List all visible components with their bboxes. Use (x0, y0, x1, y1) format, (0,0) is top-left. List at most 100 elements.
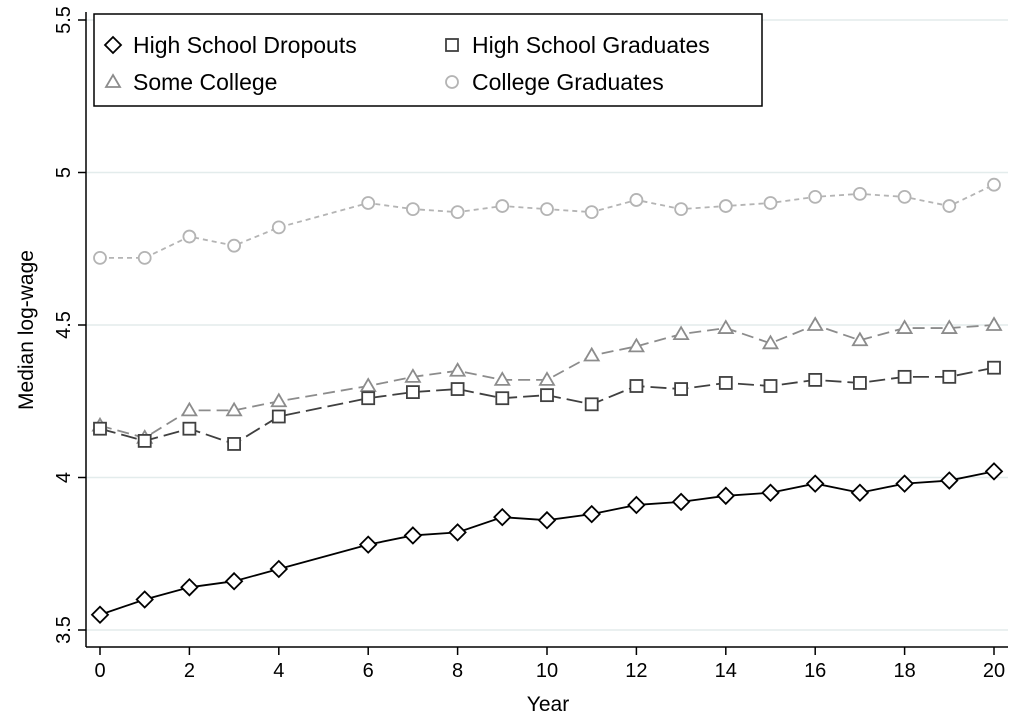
legend-box (93, 13, 763, 107)
data-point-2-15 (806, 316, 824, 331)
data-point-0-0 (90, 605, 110, 625)
legend-marker-3 (445, 75, 459, 89)
data-point-3-14 (763, 196, 778, 210)
data-point-0-6 (403, 526, 423, 545)
data-point-1-1 (137, 433, 152, 448)
data-point-1-8 (495, 391, 510, 406)
data-point-0-19 (984, 462, 1004, 481)
series-3 (93, 177, 1001, 265)
data-point-0-15 (805, 474, 825, 493)
y-tick-label-2: 4.5 (53, 311, 75, 339)
data-point-1-7 (450, 382, 465, 396)
data-point-1-5 (361, 391, 376, 406)
x-tick-label-8: 16 (804, 660, 826, 682)
data-point-0-16 (850, 483, 870, 503)
data-point-0-5 (358, 535, 378, 554)
data-point-3-15 (808, 189, 823, 204)
x-tick-label-10: 20 (983, 660, 1005, 682)
data-point-2-11 (627, 337, 645, 353)
data-point-2-18 (940, 319, 958, 334)
legend-label-0: High School Dropouts (133, 32, 357, 58)
data-point-1-4 (271, 409, 286, 424)
data-point-1-12 (674, 382, 688, 396)
data-point-1-9 (540, 388, 554, 403)
legend-label-3: College Graduates (472, 69, 664, 95)
axes: 3.5 4 4.5 5 5.5 0 2 4 6 8 10 12 14 16 18 20 (53, 6, 1008, 682)
series-0 (90, 462, 1004, 625)
data-point-0-9 (537, 510, 557, 530)
data-point-0-10 (582, 504, 601, 524)
x-tick-label-0: 0 (94, 660, 105, 682)
y-tick-label-0: 3.5 (53, 616, 75, 644)
x-tick-label-7: 14 (715, 660, 737, 682)
data-point-1-14 (763, 379, 778, 393)
data-point-2-2 (180, 401, 198, 417)
data-point-2-19 (985, 316, 1003, 331)
data-point-2-17 (896, 319, 914, 334)
data-point-2-7 (449, 361, 467, 377)
data-point-3-5 (361, 196, 376, 210)
data-point-3-1 (137, 250, 152, 265)
data-point-0-17 (895, 474, 914, 493)
data-point-0-8 (493, 507, 512, 527)
data-point-2-14 (761, 334, 780, 350)
data-point-2-12 (672, 325, 690, 341)
legend: High School Dropouts High School Graduate… (93, 13, 763, 107)
data-point-3-18 (942, 199, 957, 213)
data-point-2-13 (717, 319, 735, 334)
data-point-3-12 (674, 202, 688, 217)
data-point-0-7 (448, 523, 467, 542)
y-axis-title: Median log-wage (15, 250, 38, 410)
data-point-3-0 (93, 250, 107, 265)
y-tick-label-3: 5 (53, 167, 75, 178)
x-tick-label-6: 12 (625, 660, 647, 682)
data-point-1-15 (808, 372, 823, 387)
y-tick-label-4: 5.5 (53, 6, 75, 34)
data-point-0-13 (716, 486, 736, 506)
x-axis-title: Year (527, 693, 569, 716)
data-point-3-19 (987, 177, 1001, 192)
x-tick-label-1: 2 (184, 660, 195, 682)
data-point-3-3 (227, 238, 242, 253)
data-point-2-10 (583, 346, 601, 362)
data-point-3-11 (629, 193, 644, 207)
data-point-3-4 (271, 220, 286, 235)
data-point-1-18 (942, 369, 957, 384)
data-point-1-19 (987, 360, 1001, 375)
data-point-3-7 (450, 205, 465, 220)
x-tick-label-9: 18 (893, 660, 915, 682)
x-tick-label-4: 8 (452, 660, 463, 682)
data-point-3-2 (182, 229, 197, 244)
data-point-2-3 (225, 401, 243, 417)
x-tick-label-3: 6 (363, 660, 374, 682)
legend-label-1: High School Graduates (472, 32, 710, 58)
data-point-1-10 (584, 397, 599, 412)
data-point-3-16 (853, 186, 867, 201)
data-point-3-6 (405, 202, 420, 217)
data-point-1-11 (629, 379, 644, 393)
data-point-2-6 (404, 368, 422, 383)
data-point-2-5 (359, 377, 377, 392)
data-point-3-17 (897, 189, 912, 204)
legend-marker-1 (445, 38, 459, 52)
data-point-0-4 (269, 559, 289, 579)
data-point-1-2 (182, 421, 197, 436)
data-point-1-0 (93, 421, 107, 436)
data-point-2-8 (493, 371, 511, 386)
legend-marker-0 (103, 35, 123, 55)
data-point-0-1 (135, 590, 154, 609)
series-line-3 (100, 183, 995, 259)
data-point-2-4 (270, 392, 288, 408)
data-point-3-9 (540, 202, 554, 217)
data-point-1-3 (227, 437, 242, 451)
data-point-0-11 (627, 495, 646, 515)
data-point-0-2 (180, 578, 199, 597)
y-tick-label-1: 4 (53, 472, 75, 483)
series-line-2 (99, 324, 995, 439)
data-point-1-16 (853, 376, 867, 390)
data-point-3-8 (495, 199, 510, 213)
x-tick-label-2: 4 (273, 660, 284, 682)
series-1 (93, 360, 1001, 451)
